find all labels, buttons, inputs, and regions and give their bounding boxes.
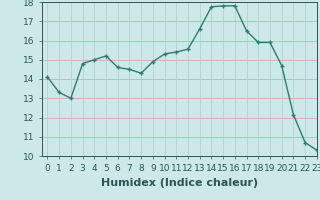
X-axis label: Humidex (Indice chaleur): Humidex (Indice chaleur) [100,178,258,188]
